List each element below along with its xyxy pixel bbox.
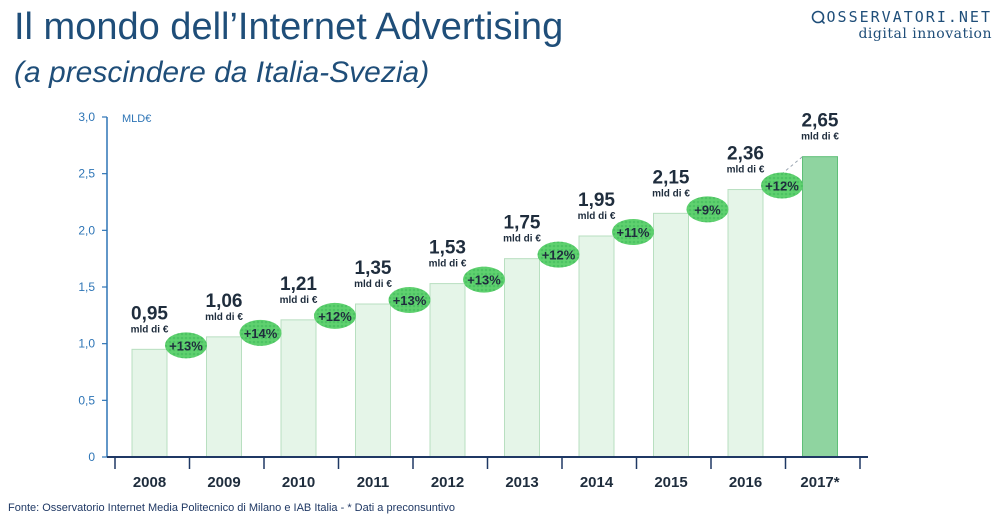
growth-badge-texture	[537, 241, 580, 268]
osservatori-logo: OSSERVATORI.NET digital innovation	[811, 8, 992, 42]
y-tick-label: 2,5	[78, 167, 95, 181]
logo-mark-icon	[811, 10, 825, 24]
growth-label: +12%	[318, 309, 352, 324]
x-category-label: 2014	[580, 474, 614, 491]
logo-name: OSSERVATORI.NET	[826, 8, 992, 26]
growth-badge: +11%	[612, 219, 654, 245]
x-category-label: 2010	[282, 474, 315, 491]
logo-tagline: digital innovation	[858, 26, 992, 42]
bar-unit-label: mld di €	[205, 312, 243, 323]
growth-label: +12%	[765, 179, 799, 194]
bar-value-label: 2,15	[653, 167, 690, 188]
bar-unit-label: mld di €	[354, 279, 392, 290]
y-tick-label: 0,5	[78, 393, 95, 407]
growth-badge: +13%	[463, 266, 505, 293]
growth-label: +9%	[694, 202, 721, 217]
bar-unit-label: mld di €	[727, 165, 765, 176]
growth-badge: +12%	[761, 172, 803, 199]
bar-2013	[504, 258, 540, 458]
bar-chart: 0 0,5 1,0 1,5 2,0 2,5 3,0 MLD€ 2008 2009 2010 201…	[78, 110, 868, 491]
bar-value-label: 1,21	[280, 274, 317, 295]
y-tick-label: 2,0	[78, 223, 95, 237]
growth-badge-texture	[761, 172, 803, 199]
y-tick-label: 3,0	[78, 110, 95, 124]
growth-badge: +13%	[165, 332, 207, 359]
y-tick-label: 0	[88, 450, 95, 464]
bar-2012	[429, 283, 466, 458]
page-title: Il mondo dell’Internet Advertising	[14, 6, 564, 48]
y-axis: 0 0,5 1,0 1,5 2,0 2,5 3,0	[78, 110, 108, 464]
x-category-label: 2012	[431, 474, 464, 491]
bar-value-label: 1,95	[578, 190, 615, 211]
bar-value-label: 1,75	[504, 213, 541, 234]
x-category-label: 2011	[357, 474, 390, 491]
bar-2016	[727, 189, 764, 458]
x-axis: 2008 2009 2010 2011 2012 2013 2014 2015 2016 2017…	[107, 456, 868, 491]
bar-unit-label: mld di €	[578, 211, 616, 222]
bar-value-label: 2,36	[727, 144, 764, 165]
bar-2017	[802, 156, 838, 458]
source-note: Fonte: Osservatorio Internet Media Polit…	[8, 502, 455, 514]
bar-value-label: 1,53	[429, 238, 466, 259]
growth-badge-texture	[612, 219, 654, 245]
bar-2009	[206, 336, 242, 458]
growth-badge: +12%	[314, 302, 356, 329]
bar-2014	[578, 235, 615, 458]
growth-badge-texture	[239, 319, 282, 346]
bar-unit-label: mld di €	[503, 234, 541, 245]
growth-badge-texture	[314, 302, 356, 329]
growth-badge: +14%	[239, 319, 282, 346]
bar-2010	[280, 319, 317, 458]
x-category-label: 2015	[654, 474, 687, 491]
bar-value-label: 0,95	[131, 303, 168, 324]
bar-unit-label: mld di €	[280, 295, 318, 306]
x-category-label: 2016	[729, 474, 762, 491]
growth-label: +13%	[169, 338, 203, 353]
bar-value-label: 1,35	[355, 258, 392, 279]
growth-badge-texture	[686, 196, 729, 223]
growth-label: +14%	[244, 326, 278, 341]
y-axis-unit-label: MLD€	[122, 113, 151, 125]
bar-unit-label: mld di €	[652, 188, 690, 199]
x-category-label: 2009	[207, 474, 240, 491]
growth-label: +11%	[617, 225, 650, 240]
bar-2008	[131, 348, 168, 458]
growth-badge-texture	[165, 332, 207, 359]
bar-2015	[653, 212, 689, 458]
bar-unit-label: mld di €	[131, 324, 169, 335]
bar-value-label: 1,06	[206, 291, 243, 312]
growth-badge-texture	[463, 266, 505, 293]
x-category-label: 2017*	[800, 474, 839, 491]
x-category-label: 2013	[505, 474, 538, 491]
y-tick-label: 1,0	[78, 337, 95, 351]
x-category-label: 2008	[133, 474, 166, 491]
bar-value-label: 2,65	[802, 111, 839, 132]
growth-label: +13%	[393, 293, 427, 308]
growth-label: +12%	[542, 248, 576, 263]
growth-badges: +13% +14% +12% +13% +13% +12% +11% +9% +12%	[165, 172, 803, 359]
bar-2011	[355, 303, 391, 458]
bar-unit-label: mld di €	[801, 132, 839, 143]
y-tick-label: 1,5	[78, 280, 95, 294]
growth-badge-texture	[388, 287, 431, 313]
growth-badge: +12%	[537, 241, 580, 268]
growth-badge: +13%	[388, 287, 431, 313]
bar-unit-label: mld di €	[429, 259, 467, 270]
bars	[131, 156, 838, 458]
growth-badge: +9%	[686, 196, 729, 223]
growth-label: +13%	[467, 273, 501, 288]
page-subtitle: (a prescindere da Italia-Svezia)	[14, 56, 430, 89]
logo-wordmark: OSSERVATORI.NET	[811, 8, 992, 26]
